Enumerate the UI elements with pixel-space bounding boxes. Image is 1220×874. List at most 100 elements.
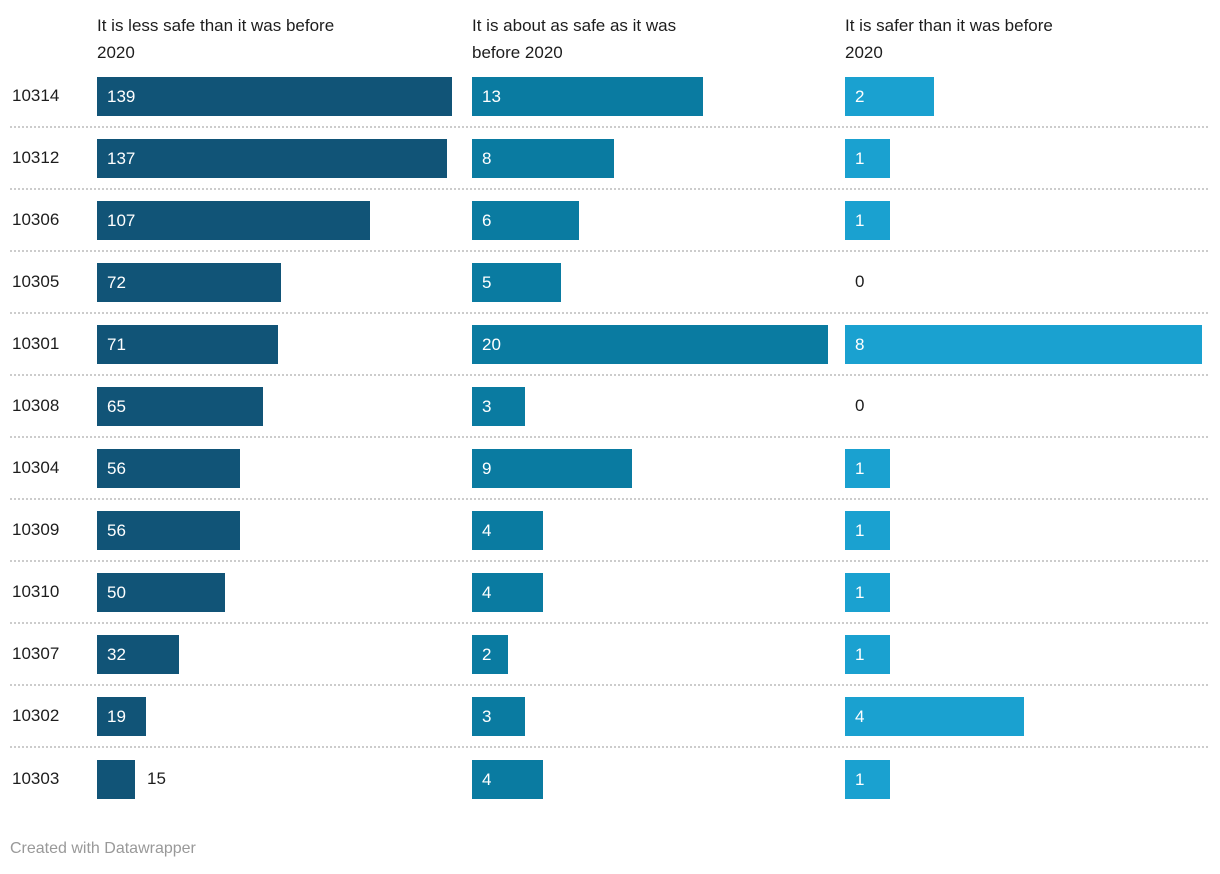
bar-cell: 6	[472, 190, 845, 250]
bar-value: 72	[107, 272, 126, 292]
bar-value: 56	[107, 520, 126, 540]
bar-value: 139	[107, 86, 136, 106]
bar-cell: 56	[97, 500, 472, 560]
bar-cell: 71	[97, 314, 472, 374]
bar-cell: 13	[472, 66, 845, 126]
bar: 19	[97, 696, 146, 736]
bar: 3	[472, 696, 525, 736]
bar-cell: 20	[472, 314, 845, 374]
zip-label: 10305	[12, 272, 60, 291]
datawrapper-credit-link[interactable]: Created with Datawrapper	[10, 840, 196, 857]
bar-value: 1	[855, 582, 865, 602]
bar-value: 0	[855, 396, 865, 415]
bar-cell: 1	[845, 624, 1208, 684]
bar-value: 4	[482, 582, 492, 602]
bar-value: 0	[855, 272, 865, 291]
bar-value: 8	[482, 148, 492, 168]
table-row: 10301 71 20 8	[10, 314, 1208, 376]
bar-cell: 4	[472, 500, 845, 560]
column-headers: It is less safe than it was before 2020 …	[10, 0, 1208, 66]
bar-cell: 2	[472, 624, 845, 684]
bar-cell: 50	[97, 562, 472, 622]
bar: 71	[97, 324, 278, 364]
column-header-less-safe: It is less safe than it was before 2020	[97, 12, 472, 66]
chart-body: 10314 139 13 2 10312 137 8 1 10306 107 6 1 10305 72 5 0…	[0, 66, 1220, 810]
column-header-line: 2020	[97, 43, 135, 62]
column-header-about-as-safe: It is about as safe as it was before 202…	[472, 12, 845, 66]
bar-value: 6	[482, 210, 492, 230]
bar-cell: 72	[97, 252, 472, 312]
bar-cell: 137	[97, 128, 472, 188]
table-row: 10307 32 2 1	[10, 624, 1208, 686]
table-row: 10302 19 3 4	[10, 686, 1208, 748]
bar: 137	[97, 138, 447, 178]
bar: 13	[472, 76, 703, 116]
bar-value: 50	[107, 582, 126, 602]
bar-cell: 1	[845, 438, 1208, 498]
zip-label: 10303	[12, 769, 60, 788]
bar-value: 19	[107, 706, 126, 726]
bar: 5	[472, 262, 561, 302]
column-header-line: It is safer than it was before	[845, 16, 1053, 35]
bar-cell: 1	[845, 748, 1208, 810]
bar-cell: 1	[845, 190, 1208, 250]
bar-cell: 15	[97, 748, 472, 810]
bar-value: 15	[147, 769, 166, 788]
bar: 4	[472, 510, 543, 550]
bar: 50	[97, 572, 225, 612]
bar-cell: 9	[472, 438, 845, 498]
bar-cell: 56	[97, 438, 472, 498]
bar: 2	[472, 634, 508, 674]
column-header-line: It is about as safe as it was	[472, 16, 677, 35]
zip-label: 10310	[12, 582, 60, 601]
bar-value: 3	[482, 706, 492, 726]
bar: 139	[97, 76, 452, 116]
bar-value: 8	[855, 334, 865, 354]
bar-cell: 1	[845, 562, 1208, 622]
bar: 9	[472, 448, 632, 488]
bar-value: 2	[855, 86, 865, 106]
zip-label: 10302	[12, 706, 60, 725]
bar-value: 4	[855, 706, 865, 726]
table-row: 10310 50 4 1	[10, 562, 1208, 624]
bar-cell: 3	[472, 376, 845, 436]
bar-cell: 4	[472, 748, 845, 810]
bar: 1	[845, 200, 890, 240]
zip-label: 10306	[12, 210, 60, 229]
bar-cell: 139	[97, 66, 472, 126]
table-row: 10305 72 5 0	[10, 252, 1208, 314]
bar: 20	[472, 324, 828, 364]
bar: 1	[845, 510, 890, 550]
bar: 4	[472, 759, 543, 799]
bar: 56	[97, 510, 240, 550]
bar: 56	[97, 448, 240, 488]
bar-value: 9	[482, 458, 492, 478]
bar-value: 4	[482, 769, 492, 789]
bar-cell: 1	[845, 500, 1208, 560]
bar-cell: 8	[472, 128, 845, 188]
bar-value: 1	[855, 210, 865, 230]
bar: 1	[845, 138, 890, 178]
bar-value: 107	[107, 210, 136, 230]
zip-label: 10307	[12, 644, 60, 663]
header-spacer	[10, 12, 97, 66]
bar: 4	[845, 696, 1024, 736]
bar-value: 1	[855, 520, 865, 540]
table-row: 10308 65 3 0	[10, 376, 1208, 438]
bar-value: 1	[855, 769, 865, 789]
bar: 1	[845, 572, 890, 612]
bar: 1	[845, 634, 890, 674]
bar-value: 32	[107, 644, 126, 664]
bar-value: 137	[107, 148, 136, 168]
bar-cell: 0	[845, 252, 1208, 312]
bar-value: 71	[107, 334, 126, 354]
bar-cell: 4	[472, 562, 845, 622]
bar-value: 1	[855, 644, 865, 664]
column-header-line: 2020	[845, 43, 883, 62]
zip-label: 10308	[12, 396, 60, 415]
bar: 107	[97, 200, 370, 240]
bar-value: 5	[482, 272, 492, 292]
bar: 6	[472, 200, 579, 240]
bar-value: 3	[482, 396, 492, 416]
bar-value: 4	[482, 520, 492, 540]
